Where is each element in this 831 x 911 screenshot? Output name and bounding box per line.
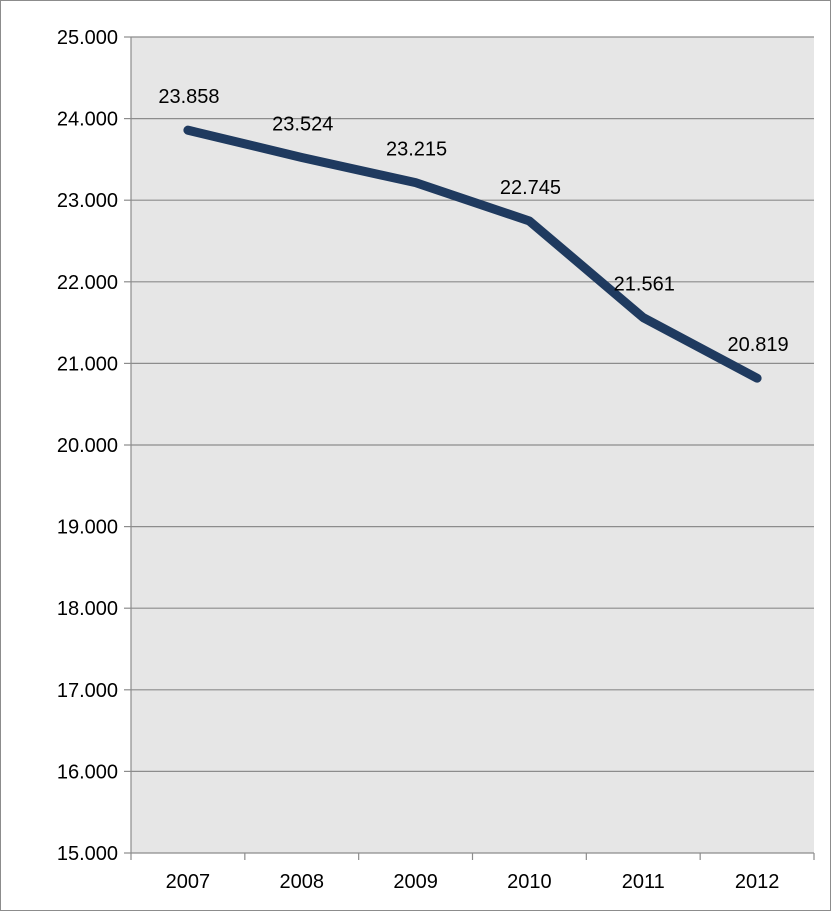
y-tick-label: 17.000 [57, 680, 118, 702]
grid-lines [131, 36, 814, 773]
x-tick-label: 2012 [735, 871, 780, 893]
x-tick-label: 2010 [507, 871, 552, 893]
x-tick-label: 2011 [622, 871, 665, 893]
y-tick-label: 16.000 [57, 761, 118, 783]
series-group [183, 125, 762, 383]
data-label: 23.215 [386, 139, 447, 161]
y-axis: 15.000 16.000 17.000 18.000 19.000 20.000 21.0… [57, 27, 132, 865]
data-label: 22.745 [500, 177, 561, 199]
y-tick-label: 24.000 [57, 109, 118, 131]
x-tick-label: 2008 [280, 871, 325, 893]
y-tick-label: 25.000 [57, 27, 118, 49]
x-tick-label: 2009 [393, 871, 438, 893]
x-tick-label: 2007 [166, 871, 211, 893]
y-tick-label: 21.000 [57, 353, 118, 375]
y-tick-label: 19.000 [57, 517, 118, 539]
y-tick-label: 18.000 [57, 598, 118, 620]
data-label: 23.524 [272, 113, 333, 135]
series-line [183, 125, 762, 383]
y-tick-label: 15.000 [57, 843, 118, 865]
x-axis: 2007 2008 2009 2010 2011 2012 [130, 852, 815, 893]
y-tick-label: 20.000 [57, 435, 118, 457]
y-tick-label: 22.000 [57, 272, 118, 294]
data-labels: 23.858 23.524 23.215 22.745 21.561 20.819 [158, 86, 788, 356]
data-label: 21.561 [614, 274, 675, 296]
y-tick-label: 23.000 [57, 190, 118, 212]
data-label: 23.858 [158, 86, 219, 108]
data-label: 20.819 [727, 334, 788, 356]
